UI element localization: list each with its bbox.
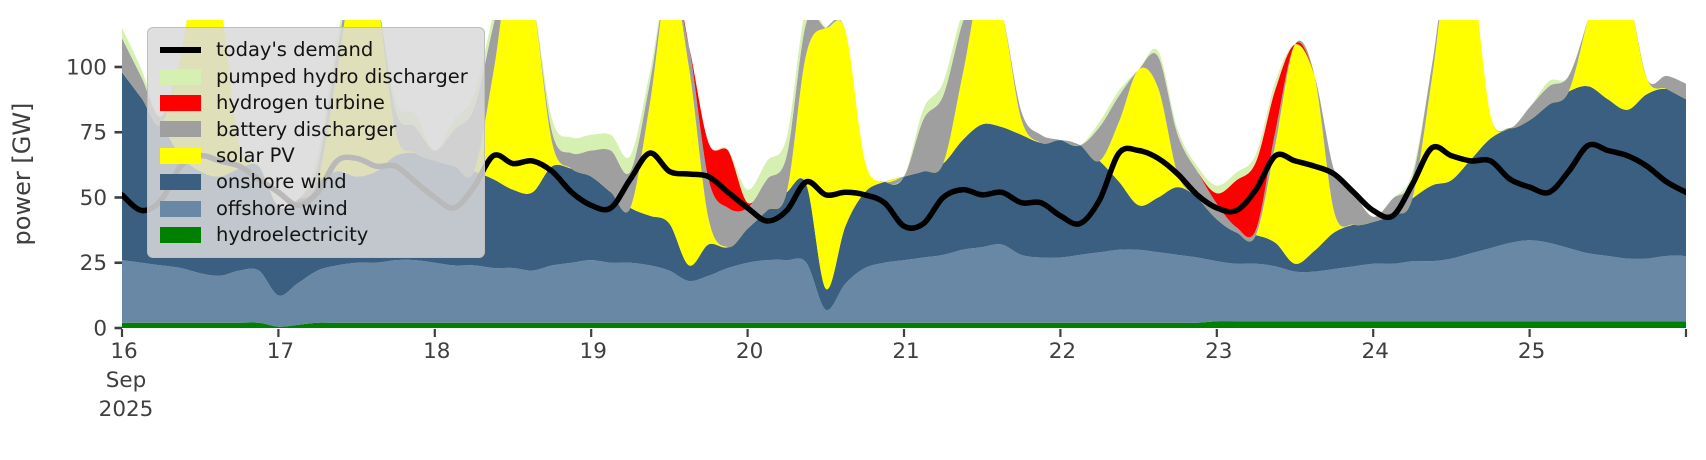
area-hydroelectricity	[122, 321, 1686, 328]
x-tick-label: 21	[892, 339, 919, 364]
x-tick-sublabel: 2025	[99, 397, 154, 422]
legend-color-swatch	[160, 174, 201, 191]
legend-item-battery-discharger: battery discharger	[160, 116, 472, 142]
area-onshore-wind	[122, 72, 1686, 311]
legend-line-swatch	[160, 47, 201, 53]
legend-item-solar-pv: solar PV	[160, 143, 472, 169]
x-tick-label: 24	[1362, 339, 1389, 364]
legend-item-today-s-demand: today's demand	[160, 37, 472, 63]
legend-label: offshore wind	[216, 196, 348, 220]
y-tick-label: 75	[80, 121, 107, 146]
legend-item-offshore-wind: offshore wind	[160, 195, 472, 221]
legend-color-swatch	[160, 68, 201, 85]
x-tick-label: 20	[736, 339, 763, 364]
x-tick-label: 23	[1205, 339, 1232, 364]
legend-color-swatch	[160, 200, 201, 217]
legend-color-swatch	[160, 121, 201, 138]
legend-item-pumped-hydro-discharger: pumped hydro discharger	[160, 63, 472, 89]
legend-label: hydrogen turbine	[216, 91, 385, 115]
legend-color-swatch	[160, 226, 201, 243]
y-tick-label: 25	[80, 251, 107, 276]
legend-label: today's demand	[216, 38, 374, 62]
legend-label: pumped hydro discharger	[216, 64, 468, 88]
y-axis-label: power [GW]	[8, 102, 36, 246]
x-tick-sublabel: Sep	[106, 368, 147, 393]
legend-item-onshore-wind: onshore wind	[160, 169, 472, 195]
x-tick-label: 22	[1049, 339, 1076, 364]
area-offshore-wind	[122, 240, 1686, 327]
x-tick-label: 25	[1518, 339, 1545, 364]
y-tick-label: 100	[66, 55, 107, 80]
legend-color-swatch	[160, 147, 201, 164]
legend-item-hydroelectricity: hydroelectricity	[160, 222, 472, 248]
legend-label: hydroelectricity	[216, 223, 369, 247]
x-tick-label: 16	[110, 339, 137, 364]
legend-item-hydrogen-turbine: hydrogen turbine	[160, 90, 472, 116]
y-tick-label: 0	[93, 317, 107, 342]
area-solar-pv	[122, 20, 1686, 290]
legend-label: battery discharger	[216, 117, 397, 141]
legend-color-swatch	[160, 94, 201, 111]
y-tick-label: 50	[80, 186, 107, 211]
legend-label: onshore wind	[216, 170, 347, 194]
x-tick-label: 18	[423, 339, 450, 364]
legend-box: today's demand pumped hydro discharger hyd…	[147, 27, 485, 259]
legend-label: solar PV	[216, 144, 295, 167]
x-tick-label: 17	[267, 339, 294, 364]
x-tick-label: 19	[580, 339, 607, 364]
